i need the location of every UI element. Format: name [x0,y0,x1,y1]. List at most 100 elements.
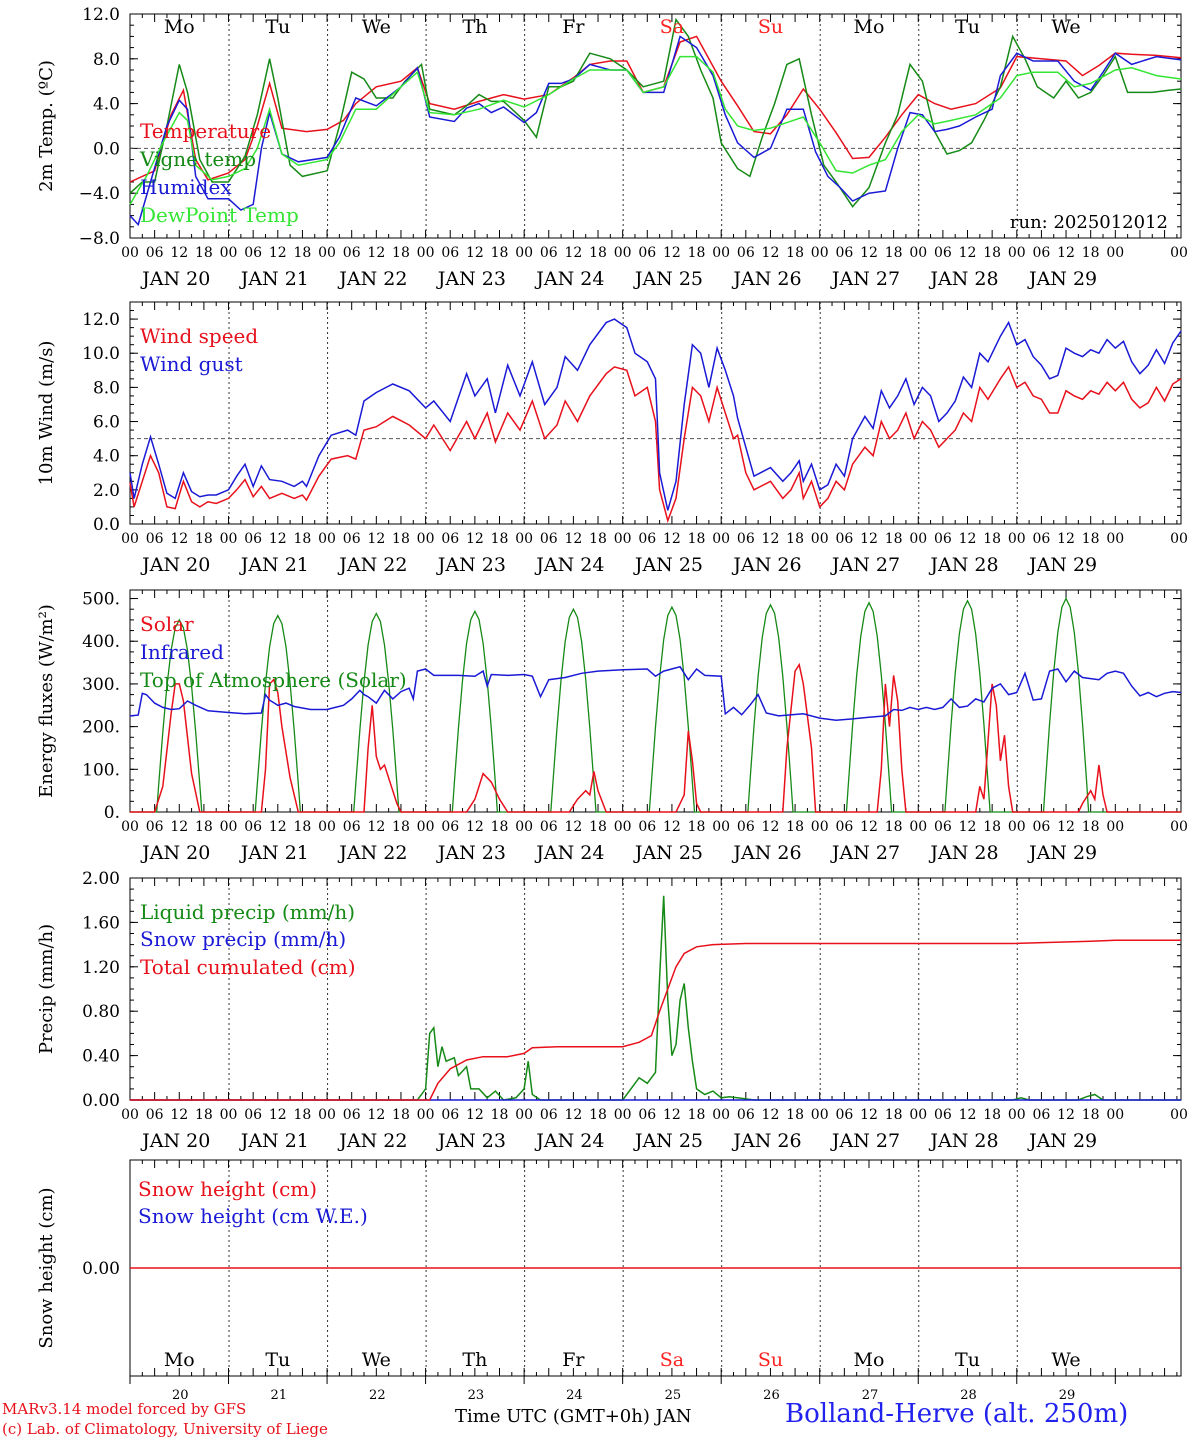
wind-hour-label: 12 [466,531,484,547]
energy-hour-label: 18 [589,819,607,835]
temperature-date-label: JAN 26 [731,268,801,290]
precip-hour-label: 18 [294,1107,312,1123]
temperature-hour-label: 00 [909,245,927,261]
wind-hour-label: 00 [1106,531,1124,547]
precip-hour-label: 12 [663,1107,681,1123]
energy-hour-label: 00 [1170,819,1188,835]
energy-ytick-label: 0. [104,803,120,823]
wind-frame [129,301,1182,525]
precip-hour-label: 06 [343,1107,361,1123]
temperature-hour-label: 06 [638,245,656,261]
temperature-hour-label: 00 [515,245,533,261]
precip-hour-label: 12 [762,1107,780,1123]
wind-ytick-label: 10.0 [82,344,120,364]
weekday-label-bottom: Su [758,1349,783,1371]
temperature-legend-entry: Temperature [140,119,271,143]
temperature-date-label: JAN 25 [633,268,703,290]
energy-hour-label: 12 [860,819,878,835]
precip-hour-label: 00 [712,1107,730,1123]
weekday-label: Tu [955,16,980,38]
energy-hour-label: 06 [1033,819,1051,835]
energy-hour-label: 12 [466,819,484,835]
energy-hour-label: 00 [1008,819,1026,835]
precip-date-label: JAN 28 [928,1130,998,1152]
energy-hour-label: 06 [441,819,459,835]
wind-hour-label: 18 [294,531,312,547]
wind-series-wind-gust [129,318,1182,511]
precip-date-label: JAN 20 [140,1130,210,1152]
energy-date-label: JAN 27 [830,842,900,864]
wind-date-label: JAN 23 [436,554,506,576]
weekday-label: Tu [265,16,290,38]
weekday-label-bottom: Mo [164,1349,195,1371]
precip-hour-label: 12 [170,1107,188,1123]
wind-hour-label: 12 [762,531,780,547]
energy-legend-entry: Solar [140,612,194,636]
precip-hour-label: 18 [983,1107,1001,1123]
wind-hour-label: 12 [1057,531,1075,547]
wind-hour-label: 06 [1033,531,1051,547]
temperature-hour-label: 00 [318,245,336,261]
precip-hour-label: 12 [564,1107,582,1123]
temperature-series-vigne-temp [129,17,1182,208]
temperature-hour-label: 06 [343,245,361,261]
temperature-hour-label: 18 [786,245,804,261]
precip-ytick-label: 1.60 [82,913,120,933]
wind-date-label: JAN 27 [830,554,900,576]
wind-ytick-label: 4.0 [93,447,120,467]
precip-hour-label: 06 [441,1107,459,1123]
weekday-label: Fr [562,16,585,38]
weekday-label: Th [462,16,487,38]
weekday-label-bottom: We [362,1349,391,1371]
precip-date-label: JAN 26 [731,1130,801,1152]
precip-hour-label: 12 [1057,1107,1075,1123]
wind-hour-label: 00 [1008,531,1026,547]
day-number-label: 24 [566,1388,583,1403]
precip-date-label: JAN 27 [830,1130,900,1152]
temperature-hour-label: 18 [589,245,607,261]
energy-hour-label: 00 [811,819,829,835]
precip-hour-label: 18 [1082,1107,1100,1123]
day-number-label: 20 [172,1388,189,1403]
precip-hour-label: 12 [466,1107,484,1123]
precip-hour-label: 06 [146,1107,164,1123]
wind-hour-label: 12 [564,531,582,547]
energy-date-label: JAN 23 [436,842,506,864]
wind-hour-label: 18 [195,531,213,547]
energy-series-solar [130,662,1181,813]
energy-hour-label: 06 [146,819,164,835]
energy-hour-label: 06 [343,819,361,835]
wind-hour-label: 06 [540,531,558,547]
energy-hour-label: 12 [367,819,385,835]
precip-legend-entry: Liquid precip (mm/h) [140,900,355,924]
temperature-hour-label: 00 [614,245,632,261]
temperature-ytick-label: −8.0 [79,229,120,249]
weekday-label-bottom: We [1051,1349,1080,1371]
wind-legend-entry: Wind speed [140,324,258,348]
temperature-hour-label: 06 [146,245,164,261]
temperature-legend-entry: DewPoint Temp [140,203,299,227]
day-number-label: 27 [862,1388,879,1403]
temperature-hour-label: 12 [466,245,484,261]
temperature-hour-label: 12 [170,245,188,261]
run-label: run: 2025012012 [1010,212,1168,233]
wind-date-label: JAN 22 [337,554,407,576]
energy-hour-label: 00 [1106,819,1124,835]
energy-date-label: JAN 29 [1027,842,1097,864]
energy-hour-label: 18 [392,819,410,835]
wind-hour-label: 18 [786,531,804,547]
precip-hour-label: 06 [638,1107,656,1123]
wind-ytick-label: 12.0 [82,310,120,330]
energy-date-label: JAN 25 [633,842,703,864]
energy-hour-label: 18 [294,819,312,835]
wind-series-wind-speed [129,365,1182,524]
temperature-ytick-label: 4.0 [93,95,120,115]
temperature-hour-label: 00 [220,245,238,261]
precip-hour-label: 00 [1106,1107,1124,1123]
precip-hour-label: 18 [688,1107,706,1123]
energy-frame [129,589,1182,813]
temperature-date-label: JAN 22 [337,268,407,290]
precip-hour-label: 18 [392,1107,410,1123]
energy-hour-label: 00 [417,819,435,835]
